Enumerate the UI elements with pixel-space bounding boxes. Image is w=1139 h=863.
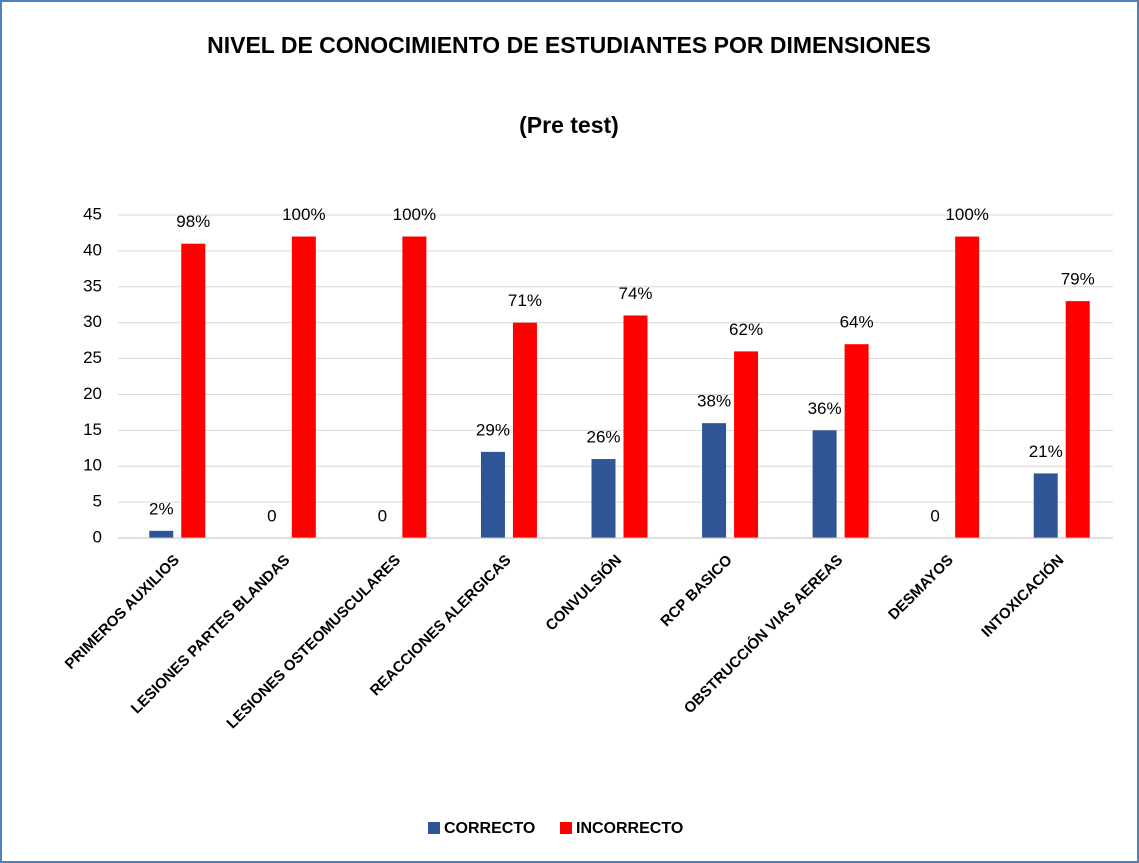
data-label: 74% [618,284,652,303]
data-label: 100% [393,205,436,224]
y-tick-label: 45 [83,204,102,223]
data-label: 0 [930,506,939,525]
data-label: 21% [1029,442,1063,461]
data-label: 38% [697,392,731,411]
bar [1033,473,1058,538]
legend-swatch [560,822,572,834]
y-tick-label: 15 [83,420,102,439]
data-label: 0 [378,506,387,525]
bar [512,322,537,538]
data-label: 2% [149,499,174,518]
chart-title: NIVEL DE CONOCIMIENTO DE ESTUDIANTES POR… [207,32,931,58]
data-label: 100% [945,205,988,224]
bar [480,451,505,538]
legend-label: CORRECTO [444,820,535,837]
y-tick-label: 10 [83,456,102,475]
y-tick-label: 5 [93,492,102,511]
data-label: 29% [476,420,510,439]
data-label: 26% [586,428,620,447]
bar [181,243,206,538]
data-label: 71% [508,291,542,310]
data-label: 64% [840,313,874,332]
y-tick-label: 0 [93,527,102,546]
y-tick-label: 40 [83,240,102,259]
bar [812,430,837,538]
bar [702,423,727,538]
bar [591,459,616,538]
bar [734,351,759,538]
data-label: 98% [176,212,210,231]
data-label: 79% [1061,270,1095,289]
bar [149,530,174,538]
data-label: 62% [729,320,763,339]
bar [291,236,316,539]
legend-swatch [428,822,440,834]
y-tick-label: 30 [83,312,102,331]
y-tick-label: 20 [83,384,102,403]
y-tick-label: 25 [83,348,102,367]
chart-subtitle: (Pre test) [519,112,619,138]
data-label: 36% [808,399,842,418]
bar [402,236,427,539]
bar [1065,301,1090,538]
data-label: 100% [282,205,325,224]
bar [955,236,980,539]
legend-label: INCORRECTO [576,820,683,837]
y-tick-label: 35 [83,276,102,295]
data-label: 0 [267,506,276,525]
bar [623,315,648,538]
bar [844,344,869,538]
